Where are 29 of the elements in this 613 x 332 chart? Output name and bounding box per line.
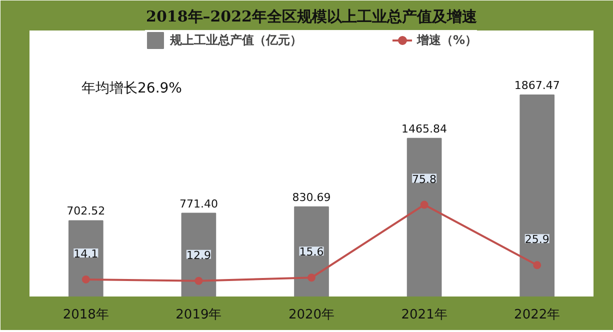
legend-label: 规上工业总产值（亿元）	[170, 32, 302, 48]
point	[82, 275, 90, 284]
data-label: 702.52	[66, 204, 106, 218]
x-tick-label: 2019年	[176, 308, 222, 322]
bar	[294, 206, 329, 296]
bar	[68, 220, 104, 296]
data-label: 771.40	[179, 197, 218, 210]
point	[194, 276, 203, 285]
data-label: 15.6	[299, 246, 324, 259]
data-label: 1465.84	[402, 122, 448, 136]
annotation: 年均增长26.9%	[82, 80, 182, 96]
x-tick-label: 2021年	[401, 308, 448, 322]
data-label: 75.8	[412, 172, 437, 186]
chart-title: 2018年–2022年全区规模以上工业总产值及增速	[146, 8, 478, 26]
bar	[406, 138, 442, 296]
data-label: 14.1	[74, 247, 98, 260]
data-label: 12.9	[186, 248, 211, 262]
legend-label: 增速（%）	[416, 32, 478, 48]
x-tick-label: 2022年	[514, 308, 560, 322]
data-label: 830.69	[292, 190, 331, 204]
point	[420, 200, 428, 209]
bar	[181, 212, 216, 296]
data-label: 25.9	[524, 233, 550, 246]
bar	[520, 94, 555, 296]
x-tick-label: 2018年	[62, 308, 109, 322]
point	[308, 274, 316, 282]
x-tick-label: 2020年	[288, 308, 335, 322]
point	[533, 261, 542, 270]
data-label: 1867.47	[514, 78, 560, 92]
